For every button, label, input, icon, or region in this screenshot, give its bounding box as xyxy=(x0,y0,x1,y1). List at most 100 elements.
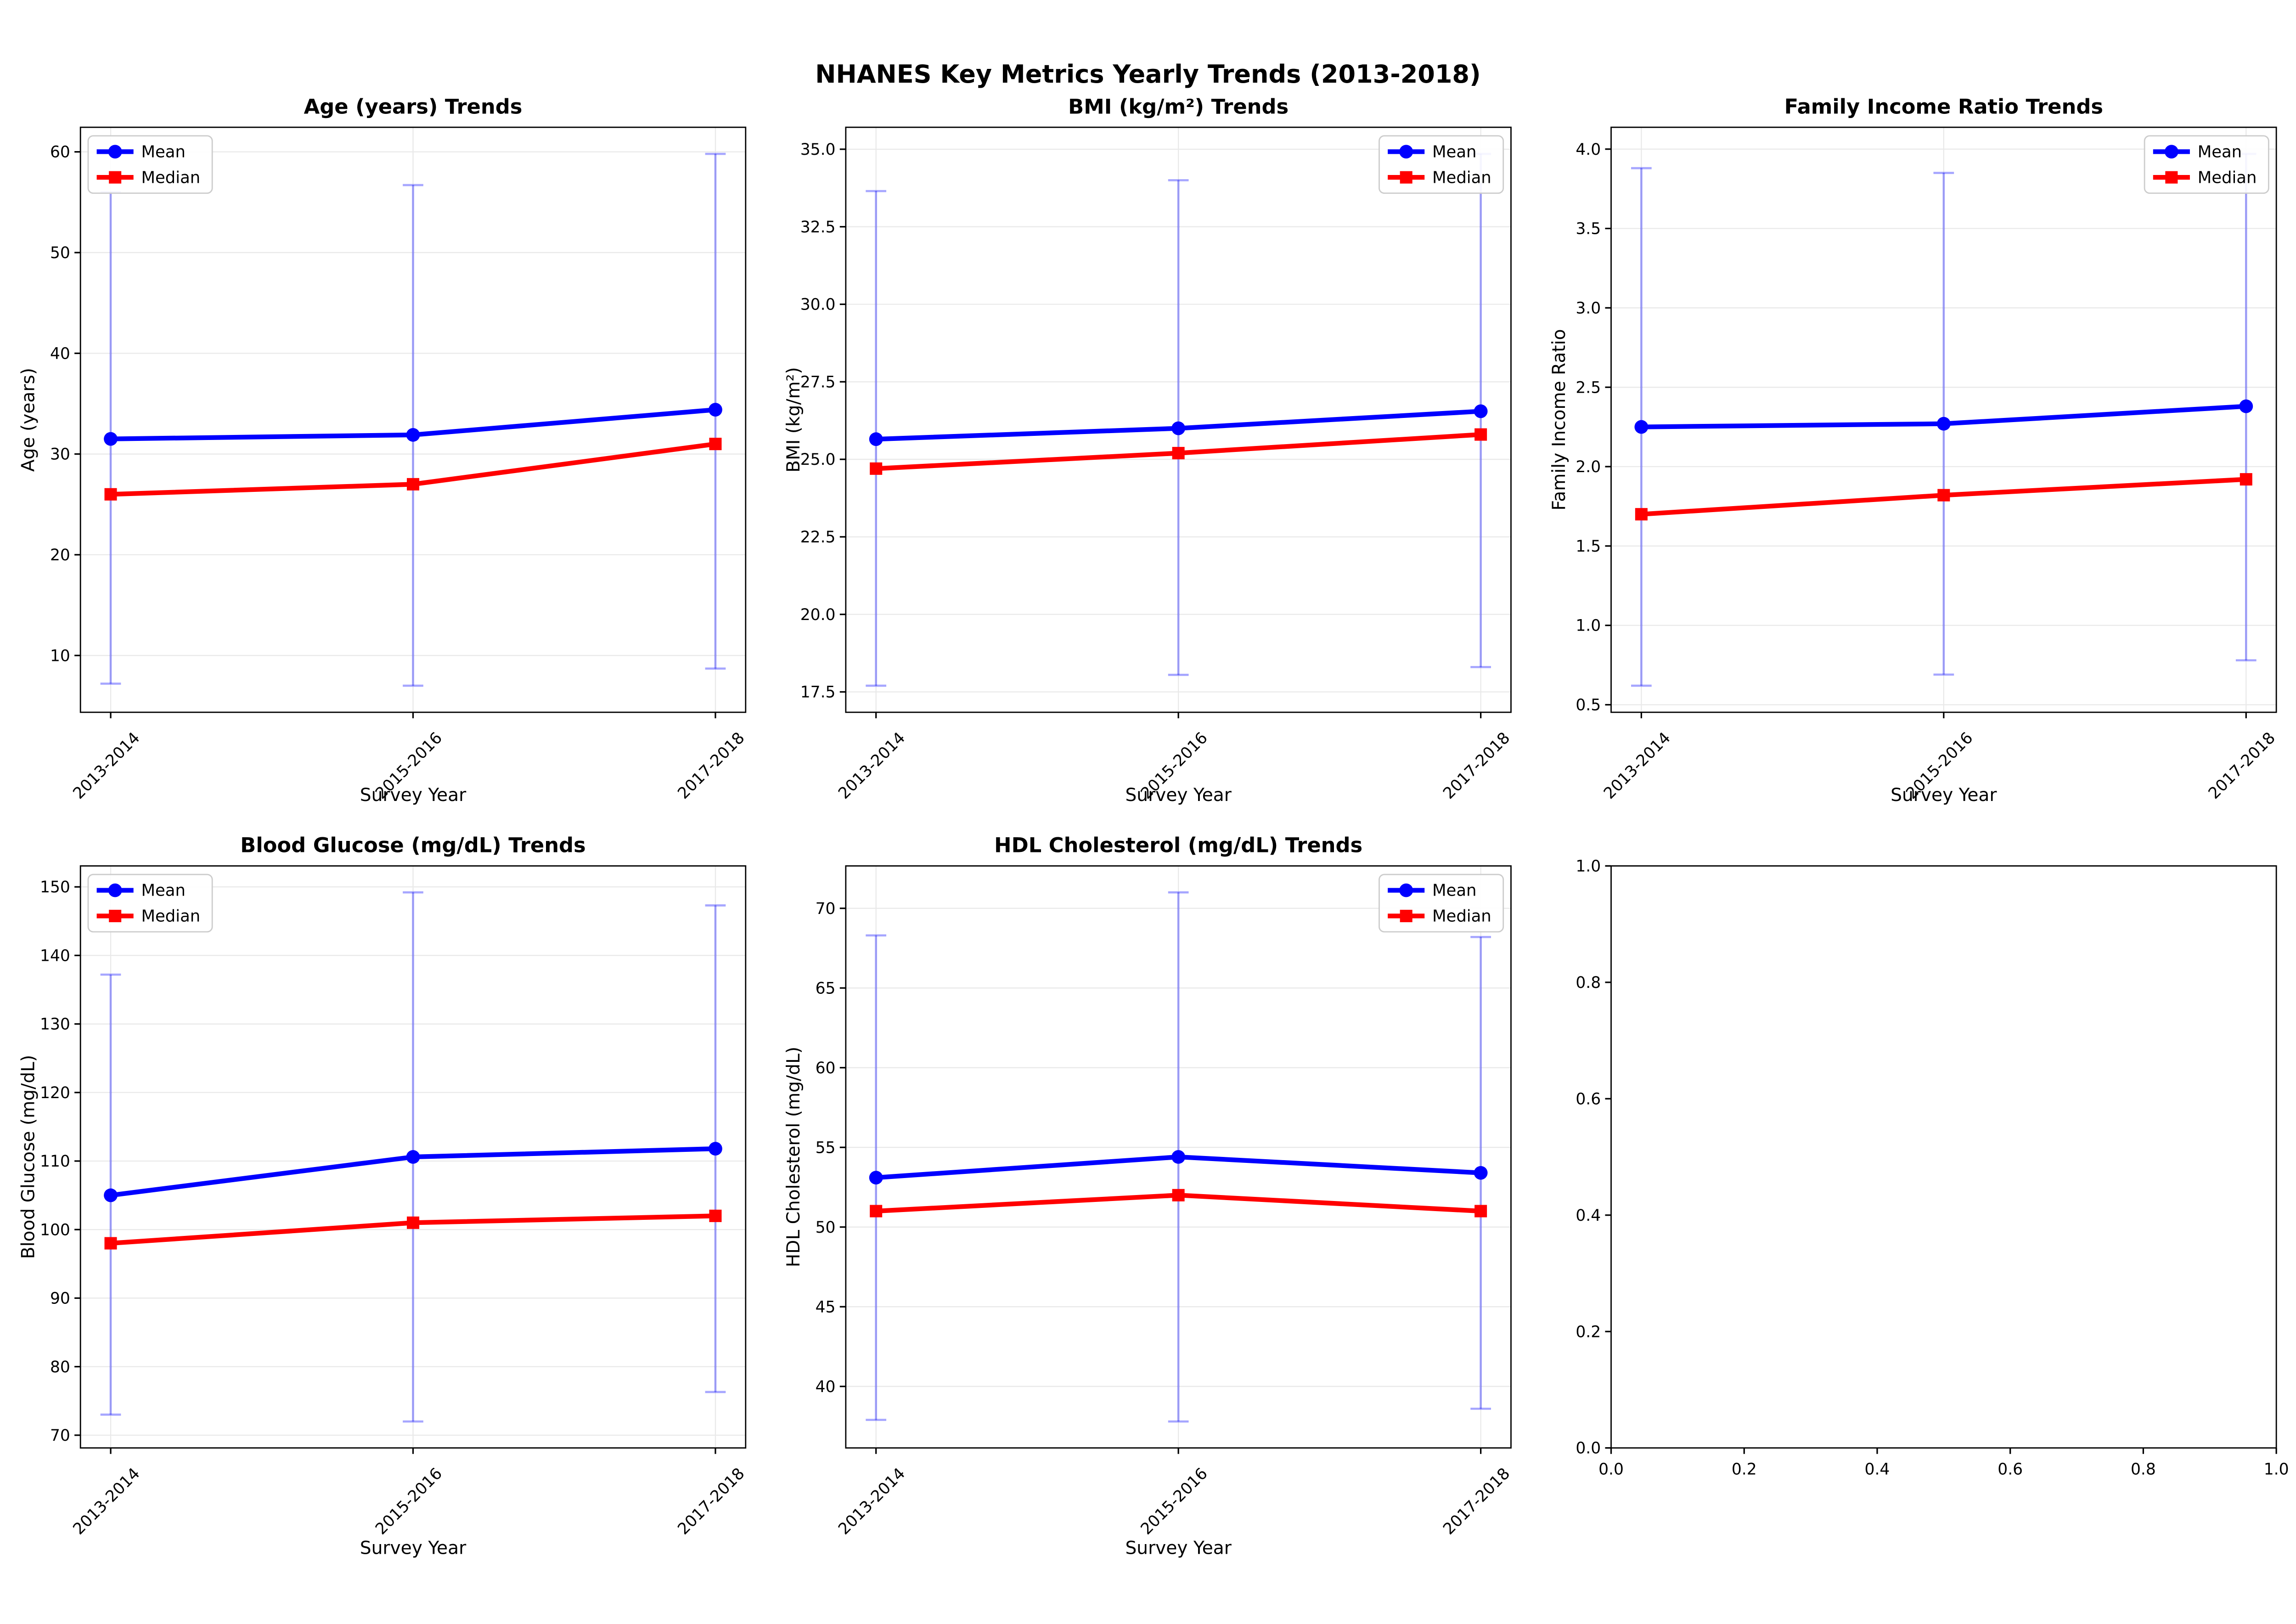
y-tick-label: 3.0 xyxy=(1576,299,1601,317)
y-tick-label: 60 xyxy=(816,1059,836,1077)
y-tick-label: 150 xyxy=(40,878,70,897)
median-marker xyxy=(709,438,722,451)
mean-marker xyxy=(869,432,883,446)
legend-mean-label: Mean xyxy=(1432,142,1476,161)
y-tick-label: 20.0 xyxy=(800,606,836,624)
mean-marker xyxy=(1474,1166,1488,1180)
median-marker xyxy=(1172,1189,1185,1201)
legend-mean-marker xyxy=(108,883,122,897)
y-tick-label: 140 xyxy=(40,947,70,965)
median-marker xyxy=(1635,508,1648,521)
subplot-title: Age (years) Trends xyxy=(304,94,523,118)
y-tick-label: 120 xyxy=(40,1084,70,1102)
legend-median-marker xyxy=(109,909,122,922)
legend-entry-mean: Mean xyxy=(1388,142,1476,161)
mean-marker xyxy=(1634,420,1649,434)
legend-mean-marker xyxy=(1399,145,1413,159)
x-tick-label: 0.4 xyxy=(1865,1460,1890,1478)
x-axis-label: Survey Year xyxy=(360,785,467,806)
subplot-title: BMI (kg/m²) Trends xyxy=(1068,94,1289,118)
mean-marker xyxy=(2239,399,2253,413)
y-tick-label: 2.5 xyxy=(1576,378,1601,397)
y-tick-label: 40 xyxy=(816,1378,836,1396)
y-tick-label: 50 xyxy=(50,244,70,262)
y-axis-label: Family Income Ratio xyxy=(1549,329,1570,510)
x-tick-label: 0.0 xyxy=(1598,1460,1624,1478)
y-axis-label: Age (years) xyxy=(18,368,39,472)
legend-entry-median: Median xyxy=(2153,168,2257,187)
legend-mean-label: Mean xyxy=(141,881,185,900)
x-tick-label: 0.8 xyxy=(2131,1460,2156,1478)
y-tick-label: 65 xyxy=(816,979,836,998)
y-tick-label: 80 xyxy=(50,1358,70,1376)
y-tick-label: 55 xyxy=(816,1139,836,1157)
mean-marker xyxy=(406,428,420,442)
y-axis-label: HDL Cholesterol (mg/dL) xyxy=(783,1047,804,1267)
y-tick-label: 70 xyxy=(50,1427,70,1445)
y-tick-label: 32.5 xyxy=(800,218,836,237)
legend-entry-median: Median xyxy=(96,168,200,187)
plot-frame xyxy=(1610,865,2277,1449)
mean-marker xyxy=(1171,421,1186,435)
y-tick-label: 45 xyxy=(816,1298,836,1316)
legend-median-label: Median xyxy=(1432,907,1491,926)
mean-marker xyxy=(1474,404,1488,418)
median-marker xyxy=(1172,447,1185,460)
y-tick-label: 4.0 xyxy=(1576,141,1601,159)
median-marker xyxy=(870,1205,883,1218)
y-tick-label: 0.6 xyxy=(1576,1090,1601,1108)
y-tick-label: 1.5 xyxy=(1576,537,1601,556)
legend-median-marker xyxy=(109,171,122,184)
y-tick-label: 1.0 xyxy=(1576,857,1601,876)
median-marker xyxy=(870,462,883,475)
y-tick-label: 110 xyxy=(40,1152,70,1171)
legend-entry-mean: Mean xyxy=(96,881,186,900)
legend-mean-marker xyxy=(1399,883,1413,897)
legend-median-label: Median xyxy=(141,168,200,187)
legend-entry-median: Median xyxy=(1388,907,1491,926)
mean-marker xyxy=(709,403,722,417)
legend-entry-mean: Mean xyxy=(2153,142,2242,161)
y-tick-label: 20 xyxy=(50,546,70,564)
x-tick-label: 0.2 xyxy=(1732,1460,1757,1478)
y-tick-label: 0.0 xyxy=(1576,1439,1601,1458)
x-axis-label: Survey Year xyxy=(360,1538,467,1559)
legend-entry-median: Median xyxy=(96,907,200,926)
y-tick-label: 35.0 xyxy=(800,141,836,159)
x-tick-label: 0.6 xyxy=(1998,1460,2023,1478)
median-marker xyxy=(1474,1205,1487,1218)
mean-marker xyxy=(1936,417,1951,431)
median-marker xyxy=(1474,428,1487,441)
legend-median-label: Median xyxy=(141,907,200,926)
y-tick-label: 0.4 xyxy=(1576,1207,1601,1225)
median-marker xyxy=(406,478,420,491)
legend-median-label: Median xyxy=(1432,168,1491,187)
subplot-title: Blood Glucose (mg/dL) Trends xyxy=(240,833,585,857)
subplot-empty: 0.0 0.2 0.4 0.6 0.8 1.0 0.0 0.2 0.4 0.6 0.8 1.0 xyxy=(1576,857,2289,1479)
legend-mean-marker xyxy=(108,145,122,159)
legend-median-marker xyxy=(2165,171,2178,184)
figure-background xyxy=(0,55,2296,1569)
legend-mean-label: Mean xyxy=(141,142,185,161)
median-marker xyxy=(2240,473,2252,486)
legend-entry-mean: Mean xyxy=(1388,881,1476,900)
y-tick-label: 17.5 xyxy=(800,683,836,702)
legend-mean-marker xyxy=(2164,145,2178,159)
median-marker xyxy=(406,1216,420,1229)
x-axis-label: Survey Year xyxy=(1125,1538,1232,1559)
y-tick-label: 0.2 xyxy=(1576,1323,1601,1341)
y-tick-label: 22.5 xyxy=(800,528,836,547)
x-axis-label: Survey Year xyxy=(1125,785,1232,806)
legend-median-marker xyxy=(1400,909,1412,922)
y-tick-label: 25.0 xyxy=(800,451,836,469)
median-marker xyxy=(104,488,117,501)
x-axis-label: Survey Year xyxy=(1891,785,1997,806)
y-axis-label: Blood Glucose (mg/dL) xyxy=(18,1055,39,1259)
figure-title: NHANES Key Metrics Yearly Trends (2013-2… xyxy=(815,60,1480,89)
y-tick-label: 30 xyxy=(50,445,70,464)
y-tick-label: 90 xyxy=(50,1290,70,1308)
y-tick-label: 70 xyxy=(816,900,836,918)
legend-median-marker xyxy=(1400,171,1412,184)
